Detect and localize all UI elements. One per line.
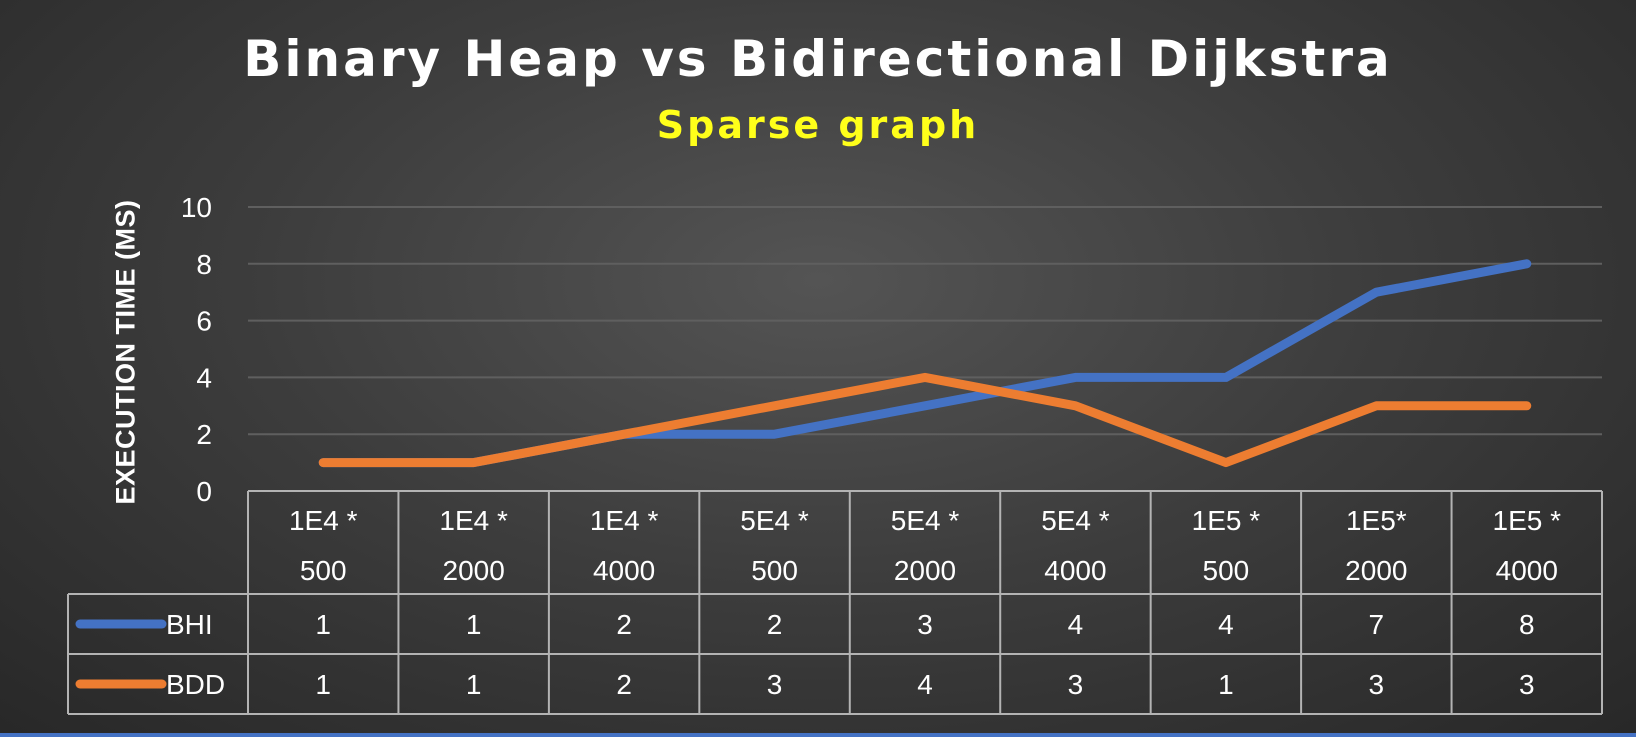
legend-label-bdd: BDD xyxy=(166,669,225,700)
data-label: 3 xyxy=(1519,669,1535,700)
x-tick-label: 2000 xyxy=(894,555,956,586)
series-line-bhi xyxy=(318,259,1532,468)
data-label: 7 xyxy=(1369,609,1385,640)
x-tick-label: 1E5 * xyxy=(1493,505,1562,536)
data-label: 1 xyxy=(315,669,331,700)
x-tick-label: 2000 xyxy=(443,555,505,586)
data-label: 4 xyxy=(1068,609,1084,640)
x-tick-label: 1E4 * xyxy=(439,505,508,536)
x-tick-label: 1E5* xyxy=(1346,505,1407,536)
series-lines xyxy=(318,259,1532,468)
data-label: 1 xyxy=(466,609,482,640)
x-tick-label: 2000 xyxy=(1345,555,1407,586)
x-tick-label: 5E4 * xyxy=(1041,505,1110,536)
data-label: 1 xyxy=(315,609,331,640)
x-tick-label: 1E5 * xyxy=(1192,505,1261,536)
data-label: 2 xyxy=(616,669,632,700)
data-label: 4 xyxy=(917,669,933,700)
x-tick-label: 5E4 * xyxy=(740,505,809,536)
data-label: 8 xyxy=(1519,609,1535,640)
data-label: 1 xyxy=(1218,669,1234,700)
y-tick-labels: 0 2 4 6 8 10 xyxy=(181,192,212,507)
x-tick-label: 4000 xyxy=(1496,555,1558,586)
chart-subtitle: Sparse graph xyxy=(656,103,980,147)
y-tick-label: 6 xyxy=(196,306,212,337)
bottom-accent-strip xyxy=(0,733,1636,737)
x-tick-label: 1E4 * xyxy=(590,505,659,536)
series-line-bdd xyxy=(318,372,1532,468)
data-label: 3 xyxy=(1068,669,1084,700)
legend-label-bhi: BHI xyxy=(166,609,213,640)
data-label: 3 xyxy=(767,669,783,700)
data-label: 2 xyxy=(767,609,783,640)
y-tick-label: 8 xyxy=(196,249,212,280)
data-label: 4 xyxy=(1218,609,1234,640)
data-label: 3 xyxy=(917,609,933,640)
x-tick-label: 1E4 * xyxy=(289,505,358,536)
y-tick-label: 2 xyxy=(196,419,212,450)
data-table: 1E4 * 500 1E4 * 2000 1E4 * 4000 5E4 * 500 5E4 * 2… xyxy=(67,490,1603,715)
data-label: 2 xyxy=(616,609,632,640)
gridlines xyxy=(248,206,1602,436)
chart-title: Binary Heap vs Bidirectional Dijkstra xyxy=(243,30,1393,88)
data-label: 3 xyxy=(1369,669,1385,700)
x-tick-label: 4000 xyxy=(1044,555,1106,586)
x-tick-label: 500 xyxy=(1203,555,1250,586)
x-tick-label: 4000 xyxy=(593,555,655,586)
x-tick-label: 5E4 * xyxy=(891,505,960,536)
y-tick-label: 4 xyxy=(196,362,212,393)
x-tick-label: 500 xyxy=(751,555,798,586)
x-tick-label: 500 xyxy=(300,555,347,586)
y-tick-label: 10 xyxy=(181,192,212,223)
y-tick-label: 0 xyxy=(196,476,212,507)
data-label: 1 xyxy=(466,669,482,700)
